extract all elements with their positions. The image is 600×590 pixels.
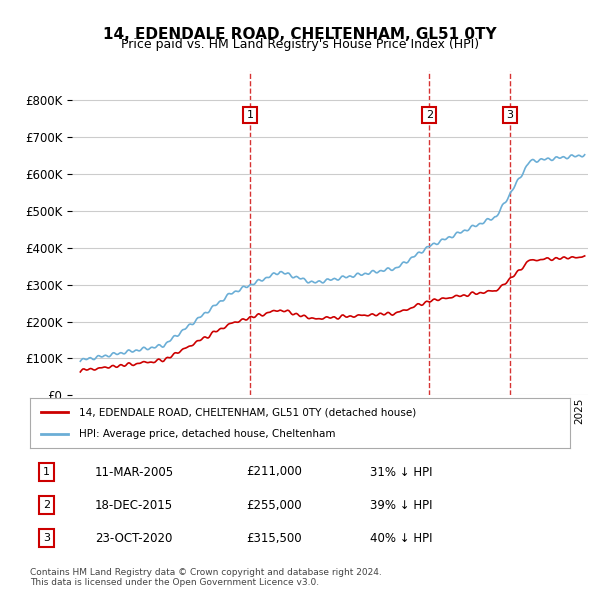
Text: 2: 2	[425, 110, 433, 120]
Text: 11-MAR-2005: 11-MAR-2005	[95, 466, 174, 478]
Text: 39% ↓ HPI: 39% ↓ HPI	[370, 499, 433, 512]
Text: 18-DEC-2015: 18-DEC-2015	[95, 499, 173, 512]
Text: This data is licensed under the Open Government Licence v3.0.: This data is licensed under the Open Gov…	[30, 578, 319, 587]
Text: 14, EDENDALE ROAD, CHELTENHAM, GL51 0TY (detached house): 14, EDENDALE ROAD, CHELTENHAM, GL51 0TY …	[79, 407, 416, 417]
Text: 3: 3	[506, 110, 514, 120]
Text: 2: 2	[43, 500, 50, 510]
Text: Price paid vs. HM Land Registry's House Price Index (HPI): Price paid vs. HM Land Registry's House …	[121, 38, 479, 51]
Text: 23-OCT-2020: 23-OCT-2020	[95, 532, 172, 545]
Text: 3: 3	[43, 533, 50, 543]
Text: 31% ↓ HPI: 31% ↓ HPI	[370, 466, 433, 478]
Text: 40% ↓ HPI: 40% ↓ HPI	[370, 532, 433, 545]
Text: HPI: Average price, detached house, Cheltenham: HPI: Average price, detached house, Chel…	[79, 430, 335, 440]
Text: £315,500: £315,500	[246, 532, 302, 545]
Text: 1: 1	[43, 467, 50, 477]
Text: Contains HM Land Registry data © Crown copyright and database right 2024.: Contains HM Land Registry data © Crown c…	[30, 568, 382, 576]
Text: 14, EDENDALE ROAD, CHELTENHAM, GL51 0TY: 14, EDENDALE ROAD, CHELTENHAM, GL51 0TY	[103, 27, 497, 41]
Text: £255,000: £255,000	[246, 499, 302, 512]
Text: £211,000: £211,000	[246, 466, 302, 478]
Text: 1: 1	[247, 110, 253, 120]
